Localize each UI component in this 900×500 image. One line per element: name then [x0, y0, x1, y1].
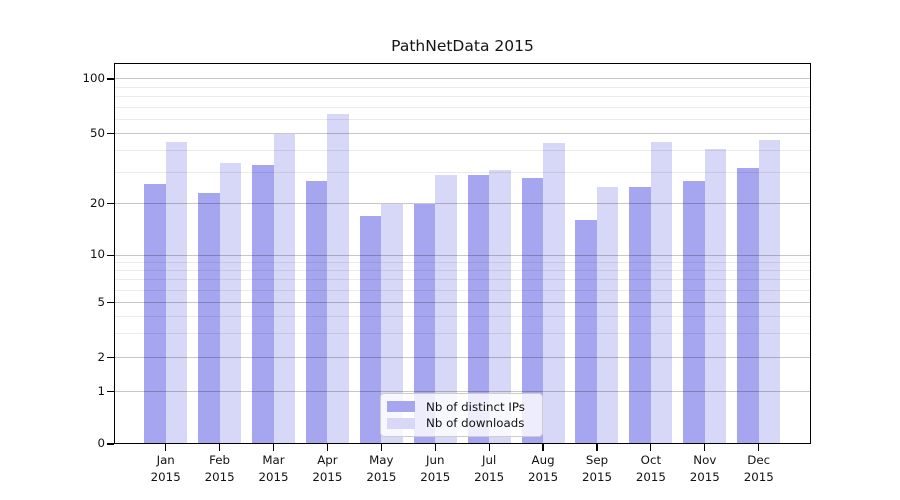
x-tick-feb [219, 444, 221, 451]
bar-downloads-feb [219, 163, 242, 444]
x-tick-dec [758, 444, 760, 451]
x-tick-year-sep: 2015 [581, 469, 612, 484]
y-tick-100 [107, 78, 114, 80]
x-tick-sep [596, 444, 598, 451]
y-tick-label-100: 100 [82, 71, 105, 86]
x-tick-year-nov: 2015 [689, 469, 720, 484]
bar-distinct-ips-jan [144, 183, 166, 444]
bar-downloads-oct [650, 141, 673, 444]
x-tick-label-feb: Feb 2015 [190, 452, 250, 485]
legend-item-distinct-ips: Nb of distinct IPs [387, 400, 536, 414]
x-tick-label-jan: Jan 2015 [136, 452, 196, 485]
x-tick-year-feb: 2015 [204, 469, 235, 484]
x-tick-nov [704, 444, 706, 451]
bar-distinct-ips-oct [629, 186, 651, 444]
y-tick-label-50: 50 [89, 125, 105, 140]
legend: Nb of distinct IPs Nb of downloads [380, 393, 543, 437]
x-tick-month-dec: Dec [747, 453, 771, 467]
y-tick-20 [107, 203, 114, 205]
x-tick-label-mar: Mar 2015 [244, 452, 304, 485]
bar-distinct-ips-apr [305, 180, 328, 444]
y-tick-5 [107, 302, 114, 304]
x-tick-year-jan: 2015 [150, 469, 181, 484]
bar-distinct-ips-may [359, 215, 382, 444]
bar-distinct-ips-sep [575, 220, 597, 444]
y-tick-label-2: 2 [97, 349, 105, 364]
x-tick-month-jul: Jul [482, 453, 497, 467]
bar-distinct-ips-aug [521, 178, 544, 444]
y-tick-2 [107, 357, 114, 359]
x-tick-jun [434, 444, 436, 451]
x-tick-month-aug: Aug [531, 453, 555, 467]
x-tick-month-feb: Feb [209, 453, 231, 467]
chart-title: PathNetData 2015 [391, 37, 534, 55]
bar-distinct-ips-mar [252, 165, 274, 444]
x-tick-year-aug: 2015 [528, 469, 559, 484]
x-tick-jul [488, 444, 490, 451]
x-tick-year-jun: 2015 [420, 469, 451, 484]
bar-downloads-may [381, 203, 403, 444]
x-tick-may [380, 444, 382, 451]
legend-swatch-distinct-ips [387, 400, 415, 413]
bar-downloads-jul [489, 170, 511, 444]
x-tick-month-nov: Nov [693, 453, 717, 467]
x-tick-label-jul: Jul 2015 [459, 452, 519, 485]
x-tick-label-jun: Jun 2015 [405, 452, 465, 485]
bar-downloads-jun [435, 175, 457, 444]
y-tick-label-0: 0 [97, 436, 105, 451]
y-tick-label-10: 10 [89, 247, 105, 262]
x-tick-month-apr: Apr [317, 453, 338, 467]
x-tick-month-jan: Jan [156, 453, 175, 467]
x-tick-year-dec: 2015 [743, 469, 774, 484]
bar-downloads-aug [543, 143, 565, 444]
y-tick-1 [107, 391, 114, 393]
x-tick-year-apr: 2015 [312, 469, 343, 484]
bar-downloads-mar [273, 133, 296, 444]
x-tick-label-sep: Sep 2015 [567, 452, 627, 485]
bar-distinct-ips-dec [737, 167, 759, 444]
bar-downloads-jan [165, 141, 188, 444]
x-tick-aug [542, 444, 544, 451]
x-tick-label-nov: Nov 2015 [675, 452, 735, 485]
y-tick-50 [107, 132, 114, 135]
x-tick-label-may: May 2015 [351, 452, 411, 485]
legend-label-downloads: Nb of downloads [426, 416, 525, 431]
bar-distinct-ips-jun [413, 203, 436, 444]
x-tick-month-may: May [369, 453, 394, 467]
legend-item-downloads: Nb of downloads [387, 416, 536, 430]
bar-downloads-sep [596, 186, 619, 444]
x-tick-label-aug: Aug 2015 [513, 452, 573, 485]
x-tick-year-mar: 2015 [258, 469, 289, 484]
legend-swatch-downloads [387, 417, 415, 430]
bar-downloads-nov [704, 148, 727, 444]
bar-distinct-ips-nov [683, 180, 705, 444]
bar-distinct-ips-feb [198, 193, 220, 444]
x-tick-mar [272, 444, 275, 451]
y-tick-label-5: 5 [97, 294, 105, 309]
bar-downloads-apr [327, 114, 349, 444]
x-tick-year-may: 2015 [366, 469, 397, 484]
legend-label-distinct-ips: Nb of distinct IPs [426, 399, 525, 414]
bar-distinct-ips-jul [467, 175, 490, 444]
x-tick-label-apr: Apr 2015 [297, 452, 357, 485]
y-tick-10 [107, 254, 114, 256]
y-tick-label-1: 1 [97, 383, 105, 398]
x-tick-apr [326, 444, 329, 451]
bar-downloads-dec [758, 139, 781, 444]
y-tick-label-20: 20 [89, 195, 105, 210]
x-tick-jan [165, 444, 167, 451]
x-tick-month-jun: Jun [426, 453, 445, 467]
x-tick-label-oct: Oct 2015 [621, 452, 681, 485]
x-tick-month-mar: Mar [262, 453, 285, 467]
x-tick-label-dec: Dec 2015 [729, 452, 789, 485]
x-tick-month-sep: Sep [585, 453, 609, 467]
x-tick-year-oct: 2015 [635, 469, 666, 484]
x-tick-year-jul: 2015 [474, 469, 505, 484]
x-tick-month-oct: Oct [640, 453, 662, 467]
x-tick-oct [650, 444, 652, 451]
y-tick-0 [107, 443, 114, 445]
